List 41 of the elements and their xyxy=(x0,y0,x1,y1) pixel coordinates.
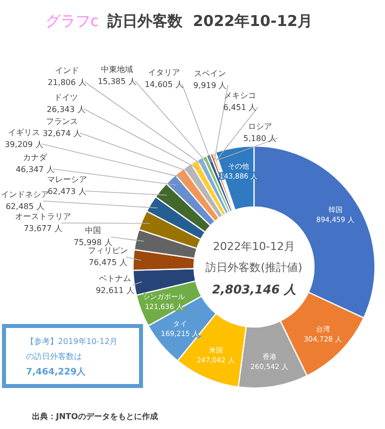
chart-title: 訪日外客数 2022年10-12月 xyxy=(106,12,313,30)
slice-label: インドネシア xyxy=(1,190,49,200)
data-label: 26,343 人 xyxy=(46,105,86,114)
slice-label: ドイツ xyxy=(54,93,78,102)
data-label: 21,806 人 xyxy=(48,78,86,88)
slice-label: スペイン xyxy=(194,69,226,78)
slice-label: カナダ xyxy=(23,153,48,162)
text: 2022年10-12月 xyxy=(213,240,295,254)
chart-subtitle: グラフc xyxy=(45,12,99,30)
data-label: 76,475 人 xyxy=(88,258,128,268)
source-note: 出典：JNTOのデータをもとに作成 xyxy=(32,412,158,422)
slice-label: イギリス xyxy=(8,128,40,138)
slice-label: 中東地域 xyxy=(101,65,133,74)
slice-label: イタリア xyxy=(148,68,180,78)
data-label: 5,180 人 xyxy=(243,134,277,144)
text: 7,464,229人 xyxy=(26,366,87,378)
data-label: 15,385 人 xyxy=(98,77,136,86)
data-label: 46,347 人 xyxy=(16,165,54,174)
data-label: 92,611 人 xyxy=(96,286,134,296)
slice-label: フランス xyxy=(46,117,78,126)
data-label: 32,674 人 xyxy=(42,129,82,138)
slice-label: インド xyxy=(55,66,79,76)
text: の訪日外客数は xyxy=(26,352,82,362)
data-label: 6,451 人 xyxy=(223,103,257,112)
slice-label: ベトナム xyxy=(99,274,131,284)
text: 2,803,146 人 xyxy=(212,282,296,296)
slice-label: フィリピン xyxy=(88,246,128,256)
slice-label: ロシア xyxy=(248,122,272,132)
text: 訪日外客数(推計値) xyxy=(206,261,302,274)
data-label: 75,998 人 xyxy=(74,238,112,248)
data-label: 9,919 人 xyxy=(193,81,227,90)
data-label: 73,677 人 xyxy=(24,224,62,234)
data-label: 14,605 人 xyxy=(144,80,184,90)
data-label: 39,209 人 xyxy=(4,140,44,150)
slice-label: マレーシア xyxy=(47,175,87,184)
slice-label: 中国 xyxy=(85,226,101,236)
data-label: 62,473 人 xyxy=(48,187,86,196)
slice-label: メキシコ xyxy=(224,91,256,100)
text: 【参考】2019年10-12月 xyxy=(26,337,118,346)
data-label: 62,485 人 xyxy=(6,202,44,212)
slice-label: オーストラリア xyxy=(15,212,71,222)
